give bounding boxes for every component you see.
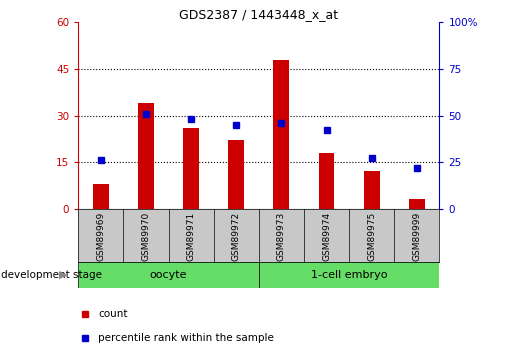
Text: count: count bbox=[98, 309, 128, 319]
Text: GSM89999: GSM89999 bbox=[412, 211, 421, 261]
Bar bbox=[228, 140, 244, 209]
Bar bbox=[183, 128, 199, 209]
Text: GSM89970: GSM89970 bbox=[141, 211, 150, 261]
Text: 1-cell embryo: 1-cell embryo bbox=[311, 270, 387, 280]
Bar bbox=[138, 103, 154, 209]
Bar bbox=[259, 262, 439, 288]
Text: development stage: development stage bbox=[1, 270, 102, 280]
Bar bbox=[274, 60, 289, 209]
Bar bbox=[319, 153, 334, 209]
Bar bbox=[78, 262, 259, 288]
Text: GSM89971: GSM89971 bbox=[187, 211, 195, 261]
Text: GSM89974: GSM89974 bbox=[322, 211, 331, 260]
Text: GSM89969: GSM89969 bbox=[96, 211, 106, 261]
Text: GSM89972: GSM89972 bbox=[232, 211, 241, 260]
Bar bbox=[364, 171, 380, 209]
Text: oocyte: oocyte bbox=[150, 270, 187, 280]
Text: ▶: ▶ bbox=[59, 270, 67, 280]
Text: GSM89973: GSM89973 bbox=[277, 211, 286, 261]
Bar bbox=[93, 184, 109, 209]
Text: percentile rank within the sample: percentile rank within the sample bbox=[98, 333, 274, 343]
Title: GDS2387 / 1443448_x_at: GDS2387 / 1443448_x_at bbox=[179, 8, 338, 21]
Text: GSM89975: GSM89975 bbox=[367, 211, 376, 261]
Bar bbox=[409, 199, 425, 209]
